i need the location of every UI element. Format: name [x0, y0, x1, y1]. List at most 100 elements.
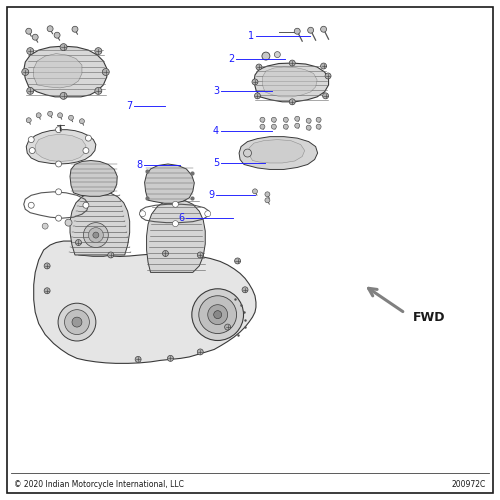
Circle shape: [72, 317, 82, 327]
Circle shape: [83, 148, 89, 154]
Circle shape: [108, 252, 114, 258]
Circle shape: [244, 149, 252, 157]
Circle shape: [36, 113, 41, 117]
Circle shape: [26, 28, 32, 34]
Text: 7: 7: [126, 101, 132, 111]
Circle shape: [320, 26, 326, 32]
Text: 4: 4: [213, 126, 219, 136]
Text: 2: 2: [228, 54, 234, 64]
Circle shape: [214, 310, 222, 318]
Circle shape: [56, 161, 62, 167]
Polygon shape: [70, 192, 130, 255]
Polygon shape: [254, 63, 328, 102]
Circle shape: [28, 136, 34, 142]
Circle shape: [274, 52, 280, 58]
Circle shape: [198, 252, 203, 258]
Circle shape: [325, 73, 331, 79]
Circle shape: [29, 148, 35, 154]
Circle shape: [192, 289, 244, 341]
Circle shape: [172, 202, 178, 207]
Circle shape: [272, 124, 276, 129]
Circle shape: [56, 215, 62, 221]
Circle shape: [316, 117, 321, 122]
Circle shape: [95, 88, 102, 94]
Polygon shape: [26, 130, 96, 164]
Circle shape: [260, 117, 265, 122]
Circle shape: [290, 60, 295, 66]
Text: 200972C: 200972C: [452, 480, 486, 489]
Polygon shape: [146, 200, 206, 272]
Circle shape: [60, 92, 67, 100]
Circle shape: [54, 32, 60, 38]
Circle shape: [290, 99, 295, 105]
Circle shape: [95, 48, 102, 54]
Polygon shape: [24, 46, 107, 97]
Circle shape: [234, 258, 240, 264]
Circle shape: [254, 93, 260, 99]
Circle shape: [22, 68, 29, 75]
Text: 5: 5: [213, 158, 219, 168]
Circle shape: [26, 118, 31, 122]
Circle shape: [172, 220, 178, 226]
Polygon shape: [144, 164, 194, 203]
Circle shape: [56, 189, 62, 195]
Circle shape: [32, 34, 38, 40]
Circle shape: [252, 79, 258, 85]
Circle shape: [168, 356, 173, 362]
Text: 6: 6: [178, 212, 184, 222]
Circle shape: [199, 296, 236, 334]
Text: FWD: FWD: [413, 311, 446, 324]
Circle shape: [93, 232, 99, 238]
Text: 9: 9: [208, 190, 214, 200]
Circle shape: [58, 113, 62, 117]
Circle shape: [42, 223, 48, 229]
Circle shape: [284, 117, 288, 122]
Circle shape: [306, 125, 311, 130]
Polygon shape: [35, 134, 86, 162]
Circle shape: [208, 304, 228, 324]
Circle shape: [44, 263, 50, 269]
Circle shape: [140, 210, 145, 216]
Polygon shape: [249, 140, 304, 163]
Circle shape: [88, 228, 104, 242]
Circle shape: [272, 117, 276, 122]
Circle shape: [84, 222, 108, 248]
Circle shape: [306, 118, 311, 123]
Circle shape: [265, 198, 270, 203]
Circle shape: [322, 93, 328, 99]
Circle shape: [64, 310, 90, 334]
Circle shape: [316, 124, 321, 129]
Circle shape: [256, 64, 262, 70]
Polygon shape: [70, 160, 117, 196]
Circle shape: [58, 303, 96, 341]
Circle shape: [26, 88, 34, 94]
Circle shape: [294, 28, 300, 34]
Circle shape: [308, 27, 314, 33]
Circle shape: [198, 349, 203, 355]
Circle shape: [162, 250, 168, 256]
Circle shape: [68, 116, 73, 120]
Circle shape: [86, 135, 91, 141]
Circle shape: [102, 68, 110, 75]
Circle shape: [44, 288, 50, 294]
Circle shape: [135, 356, 141, 362]
Circle shape: [47, 26, 53, 32]
Circle shape: [80, 118, 84, 124]
Circle shape: [260, 124, 265, 129]
Circle shape: [262, 52, 270, 60]
Circle shape: [265, 192, 270, 197]
Circle shape: [295, 116, 300, 121]
Circle shape: [60, 44, 67, 51]
Text: 3: 3: [213, 86, 219, 96]
Circle shape: [28, 202, 34, 208]
Circle shape: [72, 26, 78, 32]
Circle shape: [48, 112, 52, 116]
Circle shape: [295, 123, 300, 128]
Circle shape: [320, 63, 326, 69]
Polygon shape: [34, 54, 82, 88]
Circle shape: [56, 126, 62, 132]
Text: © 2020 Indian Motorcycle International, LLC: © 2020 Indian Motorcycle International, …: [14, 480, 183, 489]
Circle shape: [205, 210, 210, 216]
Circle shape: [284, 124, 288, 129]
Polygon shape: [239, 136, 318, 170]
